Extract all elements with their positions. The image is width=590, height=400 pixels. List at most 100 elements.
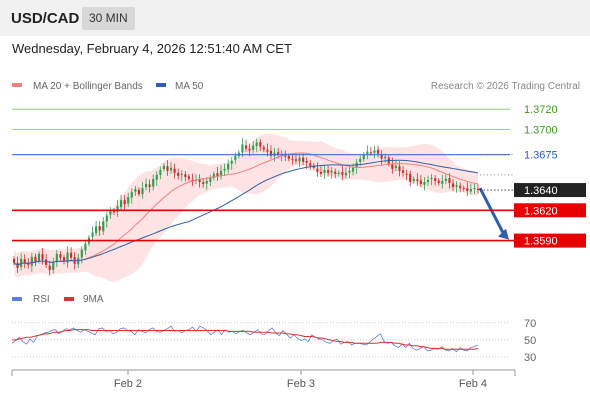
candle-body <box>123 200 126 205</box>
candle-body <box>469 189 472 192</box>
ma50-legend-label: MA 50 <box>175 81 204 92</box>
chart-header: USD/CAD 30 MIN <box>0 0 590 36</box>
ma50-swatch <box>156 83 166 87</box>
candle-body <box>451 183 455 188</box>
candle-body <box>444 178 447 181</box>
candle-body <box>127 197 130 204</box>
ma9-legend-label: 9MA <box>83 294 104 305</box>
rsi-legend-label: RSI <box>33 294 50 305</box>
rsi-tick-label: 50 <box>524 335 536 347</box>
candle-body <box>298 157 301 162</box>
candle-body <box>191 179 194 181</box>
candle-body <box>416 179 419 181</box>
candle-body <box>302 157 305 162</box>
candle-body <box>344 172 348 176</box>
candle-body <box>59 254 62 258</box>
candle-body <box>241 144 244 153</box>
candle-body <box>198 179 201 182</box>
candle-body <box>187 176 190 179</box>
candle-body <box>98 226 101 231</box>
candle-body <box>394 165 397 169</box>
candle-body <box>173 168 176 173</box>
candle-body <box>41 254 44 260</box>
candle-body <box>141 188 144 195</box>
candle-body <box>348 170 351 173</box>
timestamp: Wednesday, February 4, 2026 12:51:40 AM … <box>12 41 292 56</box>
candle-body <box>459 185 462 189</box>
candle-body <box>327 170 330 173</box>
candle-body <box>430 177 433 180</box>
candle-body <box>330 170 333 173</box>
rsi-swatch <box>12 297 22 301</box>
candle-body <box>62 257 66 262</box>
candle-body <box>137 189 140 195</box>
candle-body <box>144 183 148 188</box>
candle-body <box>476 188 480 191</box>
credit-label: Research © 2026 Trading Central <box>431 81 580 92</box>
candle-body <box>223 168 226 171</box>
candle-body <box>80 249 83 258</box>
candle-body <box>234 155 237 160</box>
candle-body <box>384 156 387 159</box>
candle-body <box>166 166 169 171</box>
candle-body <box>316 168 319 172</box>
candle-body <box>148 184 151 188</box>
candle-body <box>409 173 412 182</box>
candle-body <box>70 252 73 258</box>
candle-body <box>455 185 458 187</box>
x-axis-tick-label: Feb 3 <box>287 378 315 390</box>
x-axis-tick-label: Feb 4 <box>459 378 487 390</box>
rsi-legend: RSI 9MA <box>12 294 104 305</box>
candle-body <box>305 160 308 163</box>
candle-body <box>466 188 469 192</box>
candle-body <box>134 189 137 192</box>
candle-body <box>34 256 37 262</box>
support-label: 1.3590 <box>524 236 558 248</box>
ma9-swatch <box>64 297 74 301</box>
candle-body <box>48 265 51 270</box>
price-panel <box>12 133 509 282</box>
candle-body <box>248 148 251 151</box>
candle-body <box>152 178 155 187</box>
candle-body <box>376 149 380 154</box>
candle-body <box>84 243 87 251</box>
candle-body <box>462 188 465 190</box>
candle-body <box>398 166 401 171</box>
candle-body <box>116 206 119 212</box>
candle-body <box>287 155 290 159</box>
candle-body <box>423 181 426 185</box>
forecast-arrow-head <box>498 228 509 240</box>
candle-body <box>177 172 180 176</box>
candle-body <box>401 170 405 173</box>
support-label-box <box>514 203 586 218</box>
candle-body <box>323 169 326 174</box>
candle-body <box>30 256 33 266</box>
bollinger-band <box>14 133 478 282</box>
candle-body <box>95 226 98 233</box>
candle-body <box>23 259 26 263</box>
candle-body <box>162 165 165 170</box>
candle-body <box>259 142 262 147</box>
forecast-arrow-shaft <box>478 187 506 236</box>
ma20-legend-label: MA 20 + Bollinger Bands <box>33 81 143 92</box>
candle-body <box>369 152 372 154</box>
candle-body <box>230 160 233 164</box>
x-axis: Feb 2 Feb 3 Feb 4 <box>11 369 516 390</box>
candle-body <box>341 172 344 175</box>
candle-body <box>105 215 108 222</box>
candle-body <box>216 173 219 176</box>
candle-body <box>244 145 248 149</box>
last-price-box <box>514 183 586 198</box>
candle-body <box>319 171 323 174</box>
rsi-panel: 70 50 30 <box>11 318 536 364</box>
ma50-line <box>13 159 479 266</box>
candle-body <box>294 159 298 161</box>
pivot-label: 1.3675 <box>524 150 558 162</box>
symbol-label: USD/CAD <box>11 10 80 27</box>
timeframe-badge[interactable]: 30 MIN <box>82 7 135 30</box>
candle-body <box>391 163 394 169</box>
candle-body <box>309 163 312 166</box>
resistance-label: 1.3700 <box>524 124 558 136</box>
candle-body <box>359 158 362 162</box>
resistance-label: 1.3720 <box>524 104 558 116</box>
